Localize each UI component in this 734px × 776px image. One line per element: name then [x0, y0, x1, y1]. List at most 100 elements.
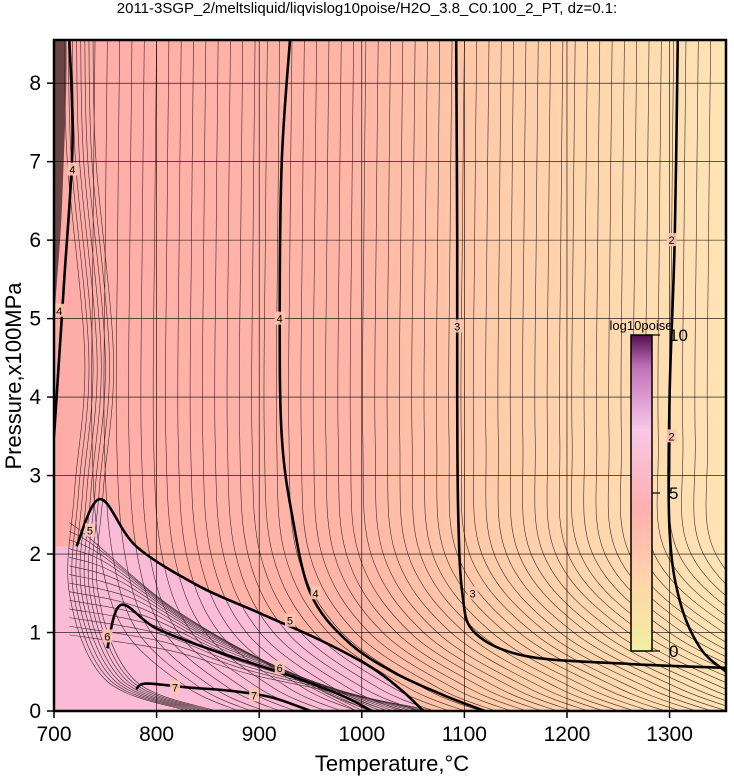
minor-contour-line-23 — [374, 40, 589, 711]
minor-contour-line-33 — [497, 40, 726, 707]
contour-label-4: 4 — [56, 306, 62, 318]
colorbar-title: log10poise — [610, 318, 673, 333]
contour-label-bg — [452, 319, 463, 333]
minor-contour-line-10 — [214, 40, 388, 711]
minor-contour-line-31 — [472, 40, 712, 711]
minor-contour-line-43 — [620, 40, 726, 643]
minor-contour-line-7 — [177, 40, 342, 711]
contour-label-bg — [284, 613, 295, 627]
colorbar-scale — [630, 334, 653, 652]
colorbar-tick-label: 5 — [669, 484, 678, 503]
major-contour-line-2-0 — [667, 40, 726, 673]
y-tick-label: 6 — [29, 229, 41, 252]
minor-contour-line-3 — [128, 40, 280, 711]
minor-contour-line-27 — [423, 40, 650, 711]
minor-contour-line-18 — [312, 40, 512, 711]
contour-label-bg — [666, 233, 677, 247]
minor-contour-line-24 — [386, 40, 604, 711]
x-tick-label: 1100 — [442, 723, 487, 746]
minor-contour-line-42 — [607, 40, 726, 651]
contour-label-4: 4 — [277, 314, 283, 326]
y-tick-label: 5 — [29, 308, 41, 331]
minor-contour-line-49 — [693, 40, 726, 585]
y-tick-label: 8 — [29, 72, 41, 95]
contour-label-bg — [249, 688, 260, 702]
contour-label-bg — [274, 311, 285, 325]
plot-frame — [52, 38, 728, 713]
contour-label-5: 5 — [287, 616, 293, 628]
minor-contour-line-29 — [448, 40, 681, 711]
minor-contours — [63, 40, 726, 711]
y-tick-label: 3 — [29, 465, 41, 488]
minor-contour-line-6 — [165, 40, 327, 711]
minor-contour-line-13 — [251, 40, 434, 711]
major-contour-line-4-3 — [54, 40, 74, 437]
contour-label-bg — [54, 303, 65, 317]
minor-contour-line-41 — [595, 40, 726, 658]
minor-contour-line-37 — [546, 40, 726, 684]
x-tick-label: 1200 — [544, 723, 591, 746]
minor-contour-line-5 — [152, 40, 311, 711]
contour-label-7: 7 — [172, 682, 178, 694]
minor-contour-line-15 — [275, 40, 465, 711]
minor-contour-line-12 — [238, 40, 419, 711]
contour-label-bg — [67, 162, 78, 176]
minor-contour-line-36 — [534, 40, 726, 690]
contour-label-bg — [84, 523, 95, 537]
contour-label-2: 2 — [669, 431, 675, 443]
contour-label-3: 3 — [454, 321, 460, 333]
minor-contour-line-40 — [583, 40, 726, 664]
minor-contour-line-38 — [558, 40, 726, 677]
left-edge-dark-region — [54, 40, 67, 319]
y-tick-label: 4 — [29, 386, 41, 409]
contour-label-bg — [274, 660, 285, 674]
x-tick-label: 1300 — [646, 723, 693, 746]
minor-contour-line-72 — [69, 634, 437, 711]
y-tick-label: 2 — [29, 543, 41, 566]
minor-contour-line-25 — [399, 40, 619, 711]
minor-contour-line-8 — [189, 40, 357, 711]
minor-contour-line-22 — [362, 40, 573, 711]
y-tick-label: 1 — [29, 622, 41, 645]
minor-contour-line-50 — [705, 40, 726, 571]
minor-contour-line-28 — [435, 40, 666, 711]
contour-label-bg — [467, 586, 478, 600]
major-contour-line-4-2 — [278, 40, 486, 711]
minor-contour-line-35 — [522, 40, 726, 696]
minor-contour-line-48 — [681, 40, 726, 597]
x-axis-ticks: 700 800 900 1000 1100 1200 1300 — [36, 711, 693, 746]
minor-contour-line-14 — [263, 40, 450, 711]
contour-label-bg — [170, 680, 181, 694]
colorbar-tick-label: 0 — [669, 642, 678, 661]
minor-contour-line-2 — [115, 40, 265, 711]
colorbar-tick-label: 10 — [669, 326, 688, 345]
colorbar-ticks: 0 5 10 — [652, 326, 688, 661]
minor-contour-line-34 — [509, 40, 726, 702]
contour-label-4: 4 — [313, 588, 319, 600]
x-axis-label: Temperature,°C — [315, 751, 469, 776]
x-tick-label: 1000 — [338, 723, 385, 746]
chart-title: 2011-3SGP_2/meltsliquid/liqvislog10poise… — [117, 0, 617, 17]
contour-label-4: 4 — [69, 164, 75, 176]
minor-contour-line-20 — [337, 40, 542, 711]
y-tick-label: 0 — [29, 700, 41, 723]
colorbar: log10poise 0 5 10 — [610, 318, 688, 661]
contour-label-bg — [310, 586, 321, 600]
contour-label-6: 6 — [277, 663, 283, 675]
x-tick-label: 800 — [139, 723, 174, 746]
minor-contour-line-30 — [460, 40, 697, 711]
y-tick-label: 7 — [29, 151, 41, 174]
contour-label-2: 2 — [669, 235, 675, 247]
grid-lines — [54, 40, 726, 711]
contour-labels: 2 2 3 3 4 4 4 4 5 5 6 6 7 7 — [54, 162, 677, 702]
minor-contour-line-39 — [571, 40, 726, 671]
minor-contour-line-19 — [325, 40, 527, 711]
contour-label-bg — [102, 629, 113, 643]
major-contour-line-6-5 — [106, 603, 373, 711]
contour-label-bg — [666, 429, 677, 443]
minor-contour-line-4 — [140, 40, 296, 711]
x-tick-label: 900 — [242, 723, 277, 746]
minor-contour-line-11 — [226, 40, 404, 711]
major-contour-line-7-6 — [135, 682, 311, 711]
